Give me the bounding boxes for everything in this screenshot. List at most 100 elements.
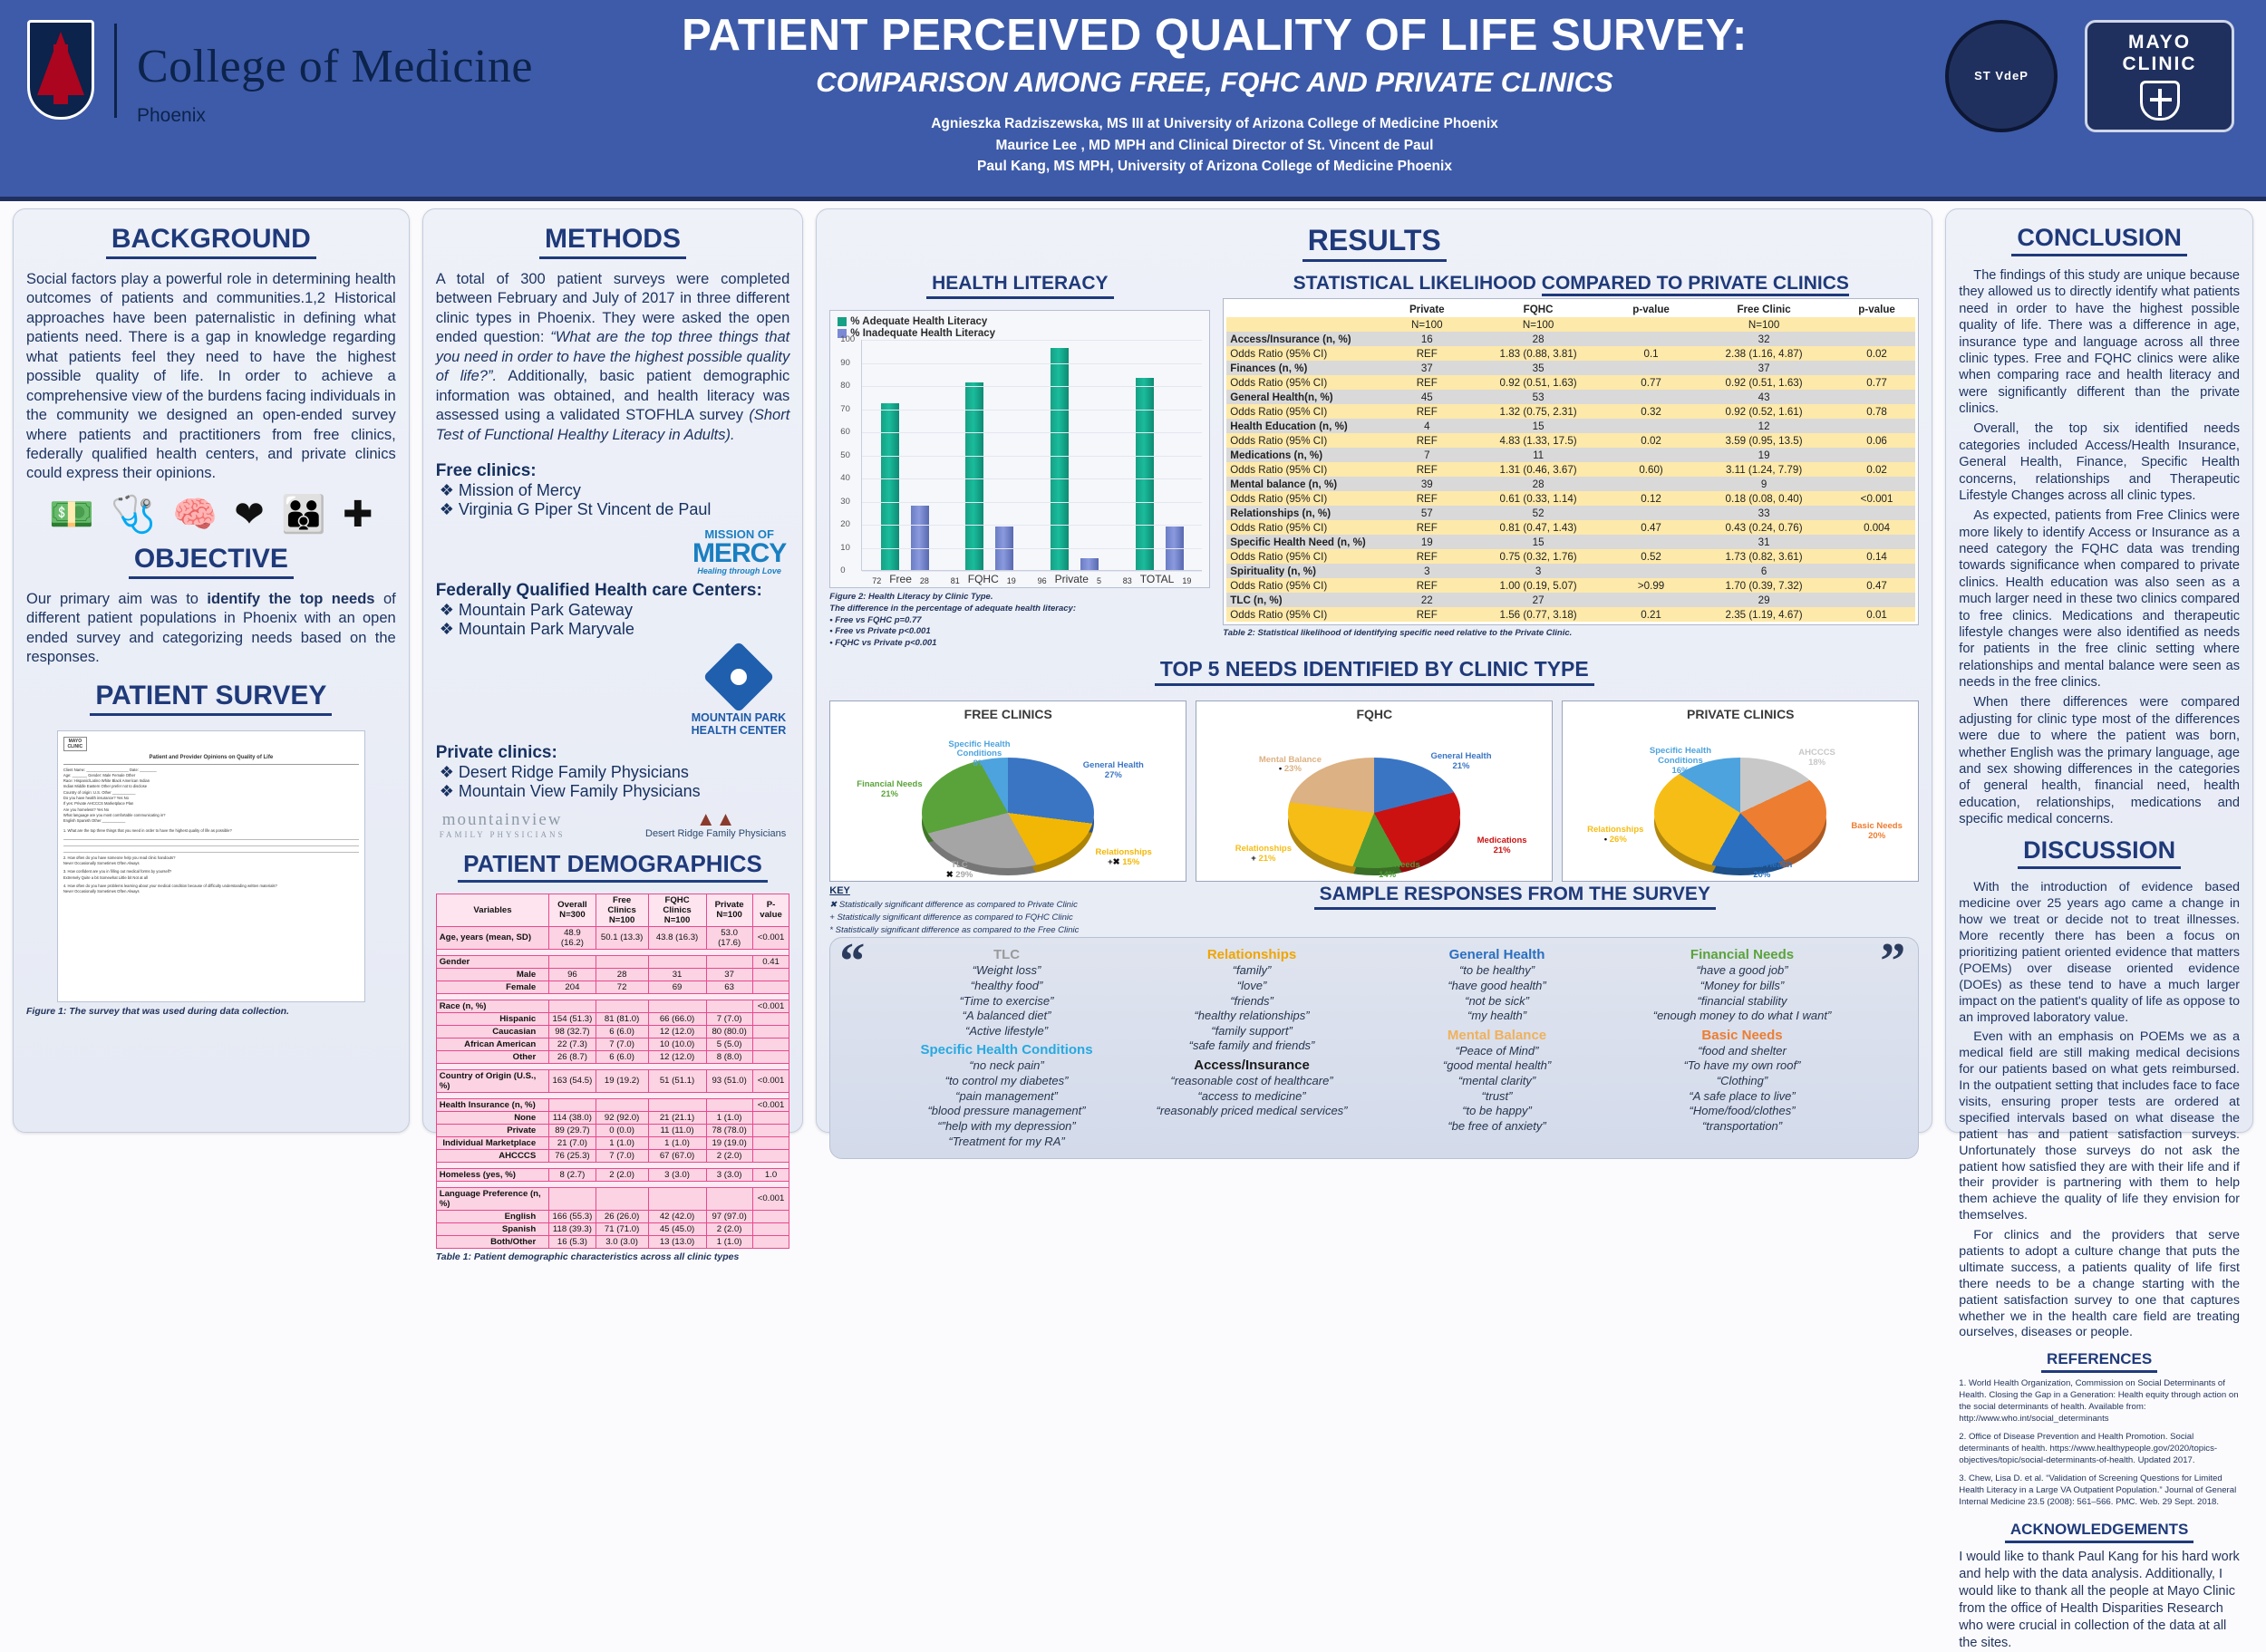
figure-2-caption: Figure 2: Health Literacy by Clinic Type… (829, 592, 1210, 650)
sample-response-quote: “To have my own roof” (1683, 1058, 1801, 1073)
acknowledgements-text: I would like to thank Paul Kang for his … (1959, 1549, 2240, 1651)
health-literacy-x-axis: 72 Free 28 81 FQHC 19 96 Private 5 83 TOTAL 19 (861, 573, 1202, 585)
y-axis-tick: 20 (840, 519, 850, 529)
demo-cell: 97 (97.0) (705, 1209, 753, 1223)
pie-disc (1654, 758, 1827, 869)
pie-slice-label: TLC (951, 860, 968, 871)
stat-cell (1837, 593, 1916, 607)
table-row: African American 22 (7.3) 7 (7.0) 10 (10.0)… (435, 1037, 790, 1051)
clinic-free-item-0: ❖ Mission of Mercy (439, 480, 581, 499)
key-item-0: ✖ Statistically significant difference a… (829, 899, 1078, 910)
sample-response-category: Financial Needs (1690, 947, 1795, 963)
pie-slice-value: 16% (1671, 765, 1690, 776)
stat-cell: 43 (1690, 390, 1838, 404)
sample-response-quote: “A balanced diet” (962, 1009, 1051, 1023)
sample-response-quote: “Treatment for my RA” (948, 1134, 1065, 1148)
value-adequate: 96 (1037, 576, 1047, 585)
mayo-line-1: MAYO (2127, 32, 2192, 53)
significance-key: KEY ✖ Statistically significant differen… (829, 884, 1101, 937)
table-row: Spanish 118 (39.3) 71 (71.0) 45 (45.0) 2 (2.… (435, 1222, 790, 1236)
pie-label: TLC ✖ 29% (909, 860, 1011, 881)
sample-response-category: Basic Needs (1701, 1027, 1783, 1043)
discussion-heading: DISCUSSION (2018, 836, 2182, 870)
demo-spacer-cell (435, 1062, 790, 1070)
pie-graphic (922, 758, 1095, 876)
survey-q3: 3. How confident are you in filling out … (63, 869, 172, 874)
clinic-group-fqhc: Federally Qualified Health care Centers:… (436, 581, 790, 639)
demo-cell: <0.001 (751, 1068, 790, 1093)
value-adequate: 83 (1122, 576, 1132, 585)
survey-q1-line-1 (63, 834, 359, 840)
mayo-shield-icon (2139, 81, 2180, 121)
demo-cell: 48.9 (16.2) (548, 925, 596, 950)
legend-inadequate: % Inadequate Health Literacy (838, 328, 1202, 339)
sample-response-category: General Health (1448, 947, 1545, 963)
table-row: Caucasian 98 (32.7) 6 (6.0) 12 (12.0) 80 (80… (435, 1024, 790, 1039)
x-label-private: 96 Private 5 (1038, 573, 1101, 585)
stat-row-label: Odds Ratio (95% CI) (1226, 520, 1390, 535)
pie-label: Specific Health Conditions 8% (928, 739, 1030, 770)
demo-cell: 3 (3.0) (647, 1167, 707, 1182)
sample-response-column-3: Financial Needs “have a good job” “Money f… (1622, 943, 1863, 1149)
table-row: Relationships (n, %) 57 52 33 (1226, 506, 1916, 520)
stat-likelihood-block: STATISTICAL LIKELIHOOD COMPARED TO PRIVA… (1223, 273, 1920, 650)
survey-q2: 2. How often do you have someone help yo… (63, 855, 176, 860)
stat-cell (1612, 332, 1690, 346)
category-name: FQHC (967, 573, 999, 585)
stat-cell: 22 (1390, 593, 1465, 607)
x-label-total: 83 TOTAL 19 (1123, 573, 1192, 585)
survey-field-9: English Spanish Other ___________ (63, 818, 126, 824)
close-quote-icon: ” (1880, 933, 1906, 990)
figure-2-caption-l5: • FQHC vs Private p<0.001 (829, 638, 937, 649)
demo-cell (595, 999, 649, 1013)
sample-responses-card: “ ” TLC “Weight loss” “healthy food” “Time … (829, 933, 1920, 1160)
mountain-park-logo: MOUNTAIN PARK HEALTH CENTER (440, 641, 786, 738)
stat-row-label: TLC (n, %) (1226, 593, 1390, 607)
demo-cell (751, 1011, 790, 1026)
conclusion-text: The findings of this study are unique be… (1959, 267, 2240, 827)
desert-ridge-name: Desert Ridge Family Physicians (645, 827, 787, 839)
clinic-group-fqhc-name: Federally Qualified Health care Centers (435, 580, 757, 600)
stat-cell: 0.92 (0.51, 1.63) (1464, 375, 1612, 390)
table-row: Language Preference (n, %) <0.001 (435, 1186, 790, 1211)
methods-heading: METHODS (538, 224, 686, 259)
y-axis-tick: 100 (840, 334, 856, 344)
stat-cell (1837, 419, 1916, 433)
health-literacy-heading: HEALTH LITERACY (926, 273, 1114, 299)
stat-cell: 3.11 (1.24, 7.79) (1690, 462, 1838, 477)
table-row: Odds Ratio (95% CI) REF 1.32 (0.75, 2.31) 0… (1226, 404, 1916, 419)
demo-spacer-row (435, 992, 790, 1000)
table-row: Country of Origin (U.S., %) 163 (54.5) 19 … (435, 1068, 790, 1093)
stat-cell: 6 (1690, 564, 1838, 578)
stat-cell: 0.02 (1837, 462, 1916, 477)
demo-cell: 114 (38.0) (548, 1110, 596, 1125)
stat-cell (1612, 535, 1690, 549)
stat-cell: 31 (1690, 535, 1838, 549)
demo-cell (647, 1097, 707, 1112)
author-1: Agnieszka Radziszewska, MS III at Univer… (931, 116, 1498, 132)
demo-row-label: AHCCCS (435, 1148, 550, 1163)
demo-col-0: Variables (435, 893, 550, 927)
survey-field-5: Do you have health insurance? Yes No (63, 796, 130, 801)
demo-row-label: Country of Origin (U.S., %) (435, 1068, 550, 1093)
svdp-logo-text: ST VdeP (1974, 68, 2029, 82)
stat-cell (1837, 535, 1916, 549)
demo-cell: 1 (1.0) (705, 1110, 753, 1125)
demo-cell: 51 (51.1) (647, 1068, 707, 1093)
stat-cell: 2.35 (1.19, 4.67) (1690, 607, 1838, 622)
demo-cell (548, 954, 596, 969)
logo-divider (114, 24, 117, 118)
pie-label: Financial Needs 21% (838, 779, 940, 800)
pie-chart-row: FREE CLINICS General Health 27% Relationshi… (829, 700, 1920, 883)
gridline (862, 409, 1203, 411)
stat-cell: 0.92 (0.52, 1.61) (1690, 404, 1838, 419)
table-row: TLC (n, %) 22 27 29 (1226, 593, 1916, 607)
stat-cell (1612, 390, 1690, 404)
clinic-group-fqhc-label: Federally Qualified Health care Centers: (435, 580, 762, 600)
methods-text-1: A total of 300 patient surveys were comp… (435, 271, 790, 346)
demo-cell: 1 (1.0) (595, 1135, 649, 1150)
demo-spacer-cell (435, 1161, 790, 1169)
objective-text: Our primary aim was to identify the top … (26, 590, 396, 668)
author-3: Paul Kang, MS MPH, University of Arizona… (977, 158, 1452, 174)
legend-adequate-swatch (838, 317, 847, 326)
